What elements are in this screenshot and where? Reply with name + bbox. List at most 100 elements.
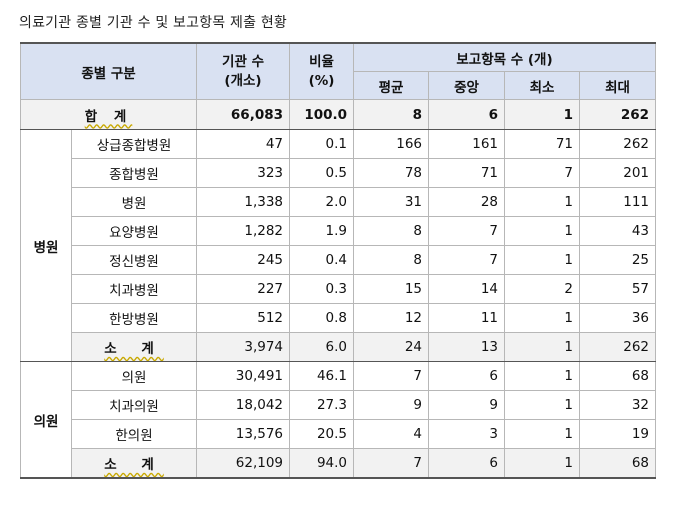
row-min: 1 [504,245,581,275]
total-label: 합 계 [19,99,198,130]
header-report-group: 보고항목 수 (개) [353,42,657,72]
row-max: 36 [579,303,657,333]
table-row: 한방병원 512 0.8 12 11 1 36 [21,303,657,333]
row-min: 2 [504,274,581,304]
subtotal-avg: 7 [353,448,430,479]
row-max: 19 [579,419,657,449]
subtotal-ratio: 6.0 [289,332,355,362]
row-ratio: 20.5 [289,419,355,449]
row-count: 1,282 [196,216,291,246]
row-min: 1 [504,419,581,449]
row-avg: 9 [353,390,430,420]
table-row: 의원 의원 30,491 46.1 7 6 1 68 [20,361,657,479]
header-median: 중앙 [428,71,506,100]
row-label: 종합병원 [70,158,198,188]
subtotal-max: 68 [579,448,657,479]
header-min: 최소 [504,71,581,100]
subtotal-label: 소 계 [70,448,198,479]
header-category: 종별 구분 [19,42,198,100]
subtotal-median: 6 [428,448,506,479]
row-min: 1 [504,303,581,333]
total-ratio: 100.0 [289,99,355,130]
page-title: 의료기관 종별 기관 수 및 보고항목 제출 현황 [19,15,287,31]
row-ratio: 0.8 [289,303,355,333]
table-row: 정신병원 245 0.4 8 7 1 25 [21,245,657,275]
row-avg: 15 [353,274,430,304]
subtotal-count: 3,974 [196,332,291,362]
row-avg: 12 [353,303,430,333]
subtotal-median: 13 [428,332,506,362]
row-count: 512 [196,303,291,333]
row-count: 1,338 [196,187,291,217]
table-row: 치과병원 227 0.3 15 14 2 57 [21,274,657,304]
row-count: 13,576 [196,419,291,449]
row-avg: 8 [353,245,430,275]
row-avg: 78 [353,158,430,188]
group-clinic: 의원 [20,361,72,479]
row-avg: 8 [353,216,430,246]
row-max: 57 [579,274,657,304]
total-count: 66,083 [196,99,291,130]
row-avg: 7 [353,361,430,391]
row-max: 201 [579,158,657,188]
row-min: 7 [504,158,581,188]
row-ratio: 2.0 [289,187,355,217]
clinic-subtotal-row: 소 계 62,109 94.0 7 6 1 68 [21,448,657,479]
total-row: 합 계 66,083 100.0 8 6 1 262 [19,99,657,130]
facility-report-table: 종별 구분 기관 수 (개소) 비율 (%) 보고항목 수 (개) 평균 중앙 … [19,42,657,479]
row-ratio: 0.5 [289,158,355,188]
row-label: 한의원 [70,419,198,449]
row-avg: 4 [353,419,430,449]
row-max: 25 [579,245,657,275]
row-ratio: 0.1 [289,129,355,159]
hospital-subtotal-row: 소 계 3,974 6.0 24 13 1 262 [21,332,657,362]
table-row: 종합병원 323 0.5 78 71 7 201 [21,158,657,188]
header-ratio: 비율 (%) [289,42,355,100]
row-max: 111 [579,187,657,217]
row-avg: 31 [353,187,430,217]
row-count: 30,491 [196,361,291,391]
subtotal-min: 1 [504,332,581,362]
row-label: 한방병원 [70,303,198,333]
row-min: 71 [504,129,581,159]
row-label: 치과의원 [70,390,198,420]
row-max: 32 [579,390,657,420]
row-ratio: 0.3 [289,274,355,304]
header-avg: 평균 [353,71,430,100]
row-ratio: 1.9 [289,216,355,246]
row-count: 18,042 [196,390,291,420]
total-median: 6 [428,99,506,130]
row-max: 262 [579,129,657,159]
subtotal-label: 소 계 [70,332,198,362]
total-max: 262 [579,99,657,130]
row-max: 68 [579,361,657,391]
row-median: 28 [428,187,506,217]
row-label: 요양병원 [70,216,198,246]
subtotal-max: 262 [579,332,657,362]
row-median: 71 [428,158,506,188]
row-median: 7 [428,245,506,275]
row-ratio: 27.3 [289,390,355,420]
total-avg: 8 [353,99,430,130]
total-min: 1 [504,99,581,130]
table-row: 병원 상급종합병원 47 0.1 166 161 71 262 [20,129,657,362]
row-min: 1 [504,390,581,420]
group-hospital: 병원 [20,129,72,362]
row-ratio: 0.4 [289,245,355,275]
table-row: 병원 1,338 2.0 31 28 1 111 [21,187,657,217]
row-count: 245 [196,245,291,275]
subtotal-min: 1 [504,448,581,479]
table-row: 한의원 13,576 20.5 4 3 1 19 [21,419,657,449]
subtotal-ratio: 94.0 [289,448,355,479]
table-row: 요양병원 1,282 1.9 8 7 1 43 [21,216,657,246]
row-median: 3 [428,419,506,449]
row-avg: 166 [353,129,430,159]
row-median: 7 [428,216,506,246]
table-row: 치과의원 18,042 27.3 9 9 1 32 [21,390,657,420]
row-label: 의원 [70,361,198,391]
row-median: 6 [428,361,506,391]
row-median: 11 [428,303,506,333]
row-median: 14 [428,274,506,304]
row-min: 1 [504,187,581,217]
row-median: 9 [428,390,506,420]
